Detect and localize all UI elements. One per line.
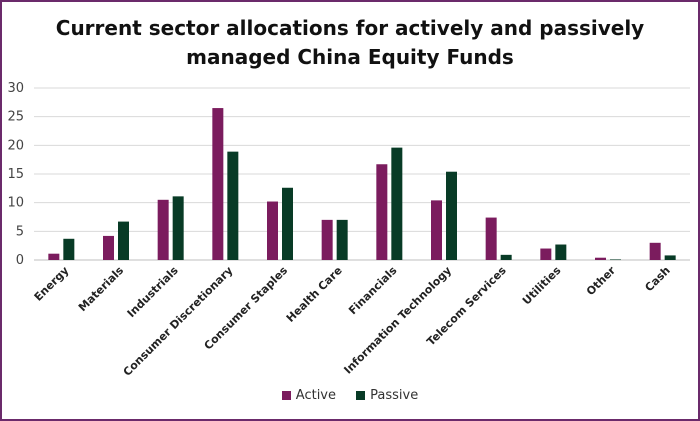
bar-active xyxy=(321,219,333,260)
bar-passive xyxy=(610,259,621,261)
x-tick-label: Consumer Discretionary xyxy=(121,264,236,379)
x-tick-label: Industrials xyxy=(125,264,181,320)
y-tick-label: 20 xyxy=(7,138,24,153)
bar-passive xyxy=(227,151,239,260)
y-tick-label: 25 xyxy=(7,110,24,125)
bar-passive xyxy=(63,238,75,260)
legend: Active Passive xyxy=(0,388,700,404)
bar-passive xyxy=(282,187,293,260)
bar-active xyxy=(649,242,661,260)
bar-active xyxy=(485,217,497,260)
x-tick-label: Cash xyxy=(642,264,672,294)
bar-active xyxy=(376,164,388,260)
chart-title-line-2: managed China Equity Funds xyxy=(186,45,514,69)
x-tick-label: Financials xyxy=(346,264,400,318)
bar-passive xyxy=(118,221,129,260)
bar-active xyxy=(595,257,606,260)
x-tick-label: Utilities xyxy=(520,264,564,308)
bar-passive xyxy=(500,254,512,260)
legend-item-passive: Passive xyxy=(356,388,418,403)
bar-passive xyxy=(172,196,184,260)
chart-title: Current sector allocations for actively … xyxy=(20,14,680,72)
x-tick-label: Materials xyxy=(76,264,127,315)
bar-passive xyxy=(391,147,403,260)
legend-swatch-active xyxy=(281,391,291,400)
bar-passive xyxy=(664,255,676,260)
legend-label-active: Active xyxy=(295,388,336,403)
bar-active xyxy=(267,201,278,260)
bar-active xyxy=(48,253,60,260)
y-tick-label: 15 xyxy=(7,167,24,182)
y-tick-label: 30 xyxy=(7,81,24,96)
y-tick-label: 10 xyxy=(7,196,24,211)
bar-active xyxy=(212,108,224,260)
x-tick-label: Health Care xyxy=(284,264,345,325)
legend-swatch-passive xyxy=(356,391,366,400)
legend-label-passive: Passive xyxy=(370,388,419,403)
bar-passive xyxy=(336,219,348,260)
bar-active xyxy=(157,199,169,260)
x-tick-label: Information Technology xyxy=(341,264,454,377)
bar-active xyxy=(431,200,442,260)
x-tick-label: Other xyxy=(584,264,619,299)
bar-active xyxy=(540,248,552,260)
bar-active xyxy=(103,235,114,260)
bar-passive xyxy=(555,244,567,260)
x-tick-label: Energy xyxy=(32,264,72,304)
y-tick-label: 5 xyxy=(16,224,24,239)
y-tick-label: 0 xyxy=(16,253,24,268)
chart-title-line-1: Current sector allocations for actively … xyxy=(55,16,645,40)
legend-item-active: Active xyxy=(281,388,336,403)
bar-passive xyxy=(446,171,457,260)
